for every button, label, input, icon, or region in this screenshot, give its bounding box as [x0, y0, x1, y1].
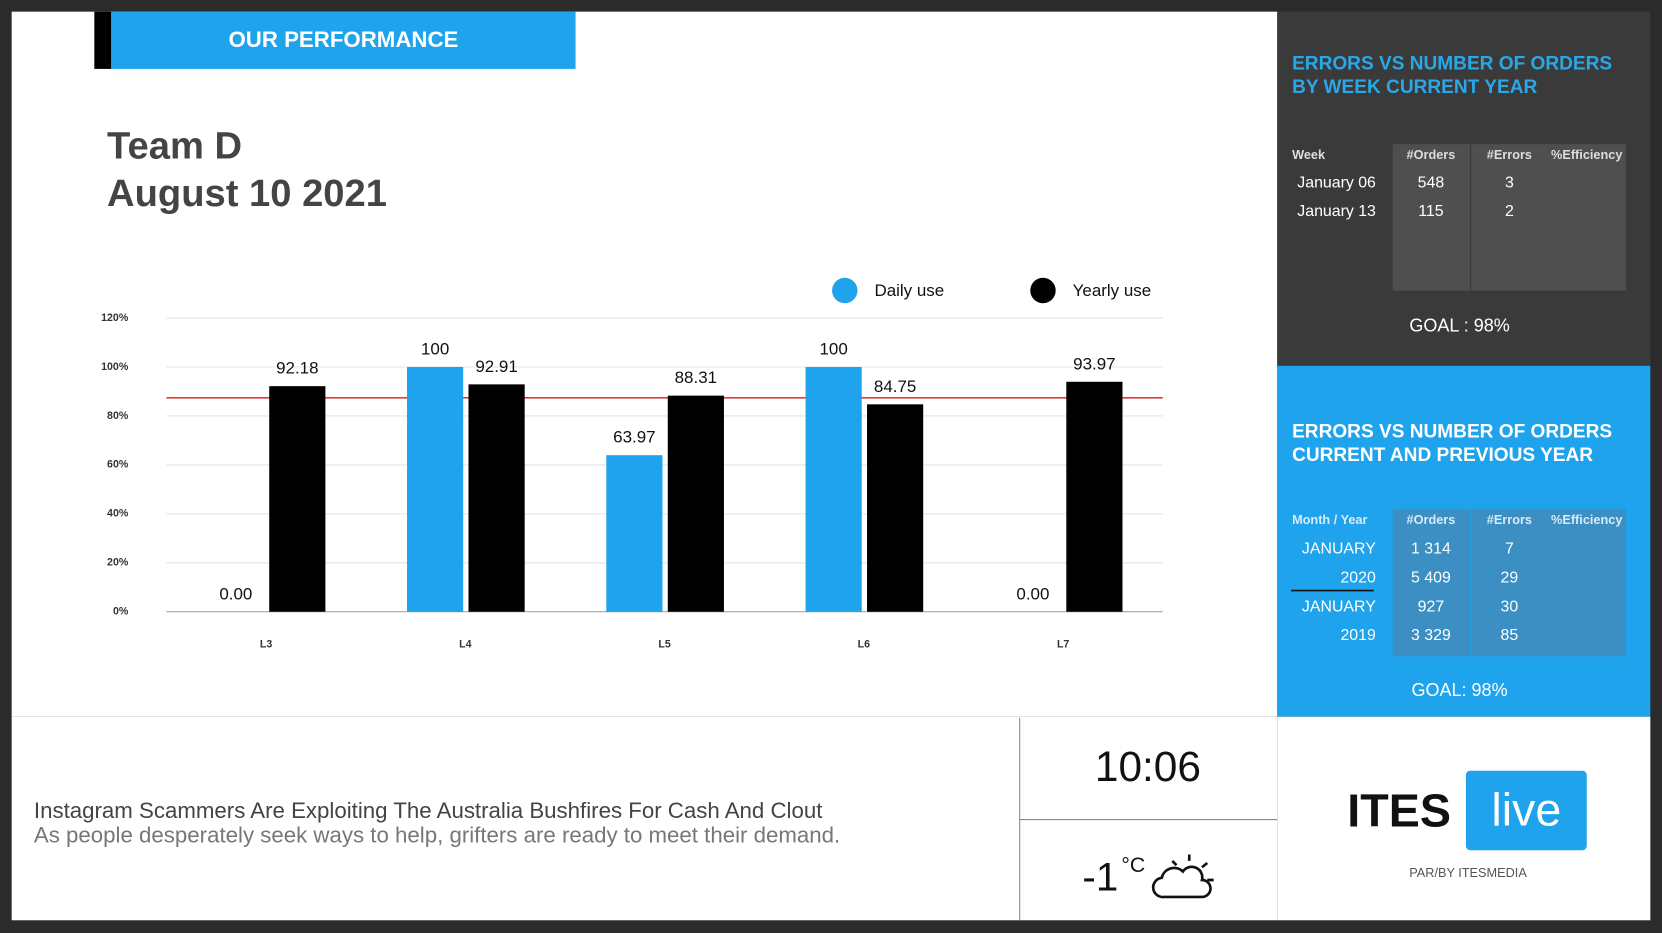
- value-label: 100: [820, 340, 848, 359]
- value-label: 92.91: [475, 357, 517, 376]
- panel-title: BY WEEK CURRENT YEAR: [1292, 77, 1537, 98]
- cell: 30: [1501, 598, 1519, 615]
- temperature-unit: °C: [1121, 854, 1145, 877]
- column-shade: [1392, 144, 1471, 291]
- y-tick-label: 80%: [107, 410, 129, 422]
- goal: GOAL : 98%: [1409, 315, 1509, 335]
- date: August 10 2021: [107, 172, 387, 215]
- y-tick-label: 100%: [101, 361, 129, 373]
- news-area: [11, 716, 1278, 921]
- x-tick-label: L7: [1057, 638, 1069, 650]
- cell: January 06: [1297, 175, 1376, 192]
- bar: [407, 367, 464, 612]
- x-tick-label: L4: [459, 638, 471, 650]
- column-header: %Efficiency: [1551, 512, 1622, 527]
- cell: 2: [1505, 203, 1514, 220]
- cell: 2020: [1340, 569, 1376, 586]
- y-tick-label: 40%: [107, 508, 129, 520]
- legend-marker: [832, 277, 858, 304]
- cell: 927: [1418, 598, 1445, 615]
- cell: 3 329: [1411, 627, 1451, 644]
- cell: 1 314: [1411, 540, 1451, 557]
- cell: 5 409: [1411, 569, 1451, 586]
- value-label: 0.00: [1016, 584, 1049, 603]
- value-label: 100: [421, 340, 449, 359]
- bar: [805, 367, 862, 612]
- header-title: OUR PERFORMANCE: [228, 27, 458, 52]
- cell: 115: [1418, 203, 1443, 220]
- x-tick-label: L6: [858, 638, 870, 650]
- column-header: #Orders: [1407, 147, 1456, 162]
- bar: [468, 384, 525, 612]
- panel-title: ERRORS VS NUMBER OF ORDERS: [1292, 54, 1612, 75]
- news-headline: Instagram Scammers Are Exploiting The Au…: [34, 798, 823, 823]
- cell: 29: [1501, 569, 1519, 586]
- cell: JANUARY: [1302, 598, 1376, 615]
- column-shade: [1548, 508, 1626, 657]
- news-summary: As people desperately seek ways to help,…: [34, 822, 840, 847]
- weather-icon: [1151, 854, 1214, 899]
- bar: [606, 455, 663, 612]
- bar: [269, 386, 326, 612]
- chart: 0% 20% 40% 60% 80% 100% 120% L3 0.00 92.18 L4 100 92…: [101, 277, 1163, 650]
- logo-badge-text: live: [1491, 784, 1561, 836]
- value-label: 88.31: [675, 368, 717, 387]
- header-accent: [94, 11, 112, 69]
- clock: 10:06: [1095, 743, 1201, 790]
- cell: 2019: [1340, 627, 1376, 644]
- column-shade: [1548, 144, 1626, 291]
- column-header: #Errors: [1487, 512, 1532, 527]
- team: Team D: [107, 125, 242, 168]
- column-shade: [1471, 144, 1549, 291]
- bar: [667, 395, 724, 612]
- column-shade: [1471, 508, 1549, 657]
- legend-label: Yearly use: [1073, 281, 1152, 300]
- value-label: 92.18: [276, 359, 318, 378]
- cell: 548: [1418, 175, 1445, 192]
- column-header: Week: [1292, 147, 1326, 162]
- cell: 85: [1501, 627, 1519, 644]
- header-bar: [111, 11, 576, 69]
- x-tick-label: L5: [658, 638, 670, 650]
- logo-badge: [1465, 770, 1587, 851]
- y-tick-label: 120%: [101, 312, 129, 324]
- y-tick-label: 60%: [107, 459, 129, 471]
- panel-title: CURRENT AND PREVIOUS YEAR: [1292, 445, 1593, 466]
- value-label: 84.75: [874, 377, 916, 396]
- value-label: 93.97: [1073, 354, 1115, 373]
- y-tick-label: 20%: [107, 557, 129, 569]
- cell: 7: [1505, 540, 1514, 557]
- cell: 3: [1505, 175, 1514, 192]
- column-header: Month / Year: [1292, 512, 1367, 527]
- temperature: -1: [1082, 855, 1118, 900]
- column-header: %Efficiency: [1551, 147, 1622, 162]
- y-tick-label: 0%: [113, 606, 129, 618]
- cell: January 13: [1297, 203, 1376, 220]
- value-label: 63.97: [613, 428, 655, 447]
- column-shade: [1392, 508, 1471, 657]
- x-tick-label: L3: [260, 638, 272, 650]
- bar: [867, 404, 924, 612]
- cell: JANUARY: [1302, 540, 1376, 557]
- logo-area: [1277, 716, 1651, 921]
- column-header: #Orders: [1407, 512, 1456, 527]
- goal: GOAL: 98%: [1411, 680, 1507, 700]
- bar: [1066, 381, 1123, 612]
- logo-brand: ITES: [1347, 785, 1451, 837]
- panel-title: ERRORS VS NUMBER OF ORDERS: [1292, 422, 1612, 443]
- column-header: #Errors: [1487, 147, 1532, 162]
- value-label: 0.00: [219, 584, 252, 603]
- legend-label: Daily use: [874, 281, 944, 300]
- legend-marker: [1030, 277, 1056, 304]
- logo-tagline: PAR/BY ITESMEDIA: [1409, 865, 1527, 880]
